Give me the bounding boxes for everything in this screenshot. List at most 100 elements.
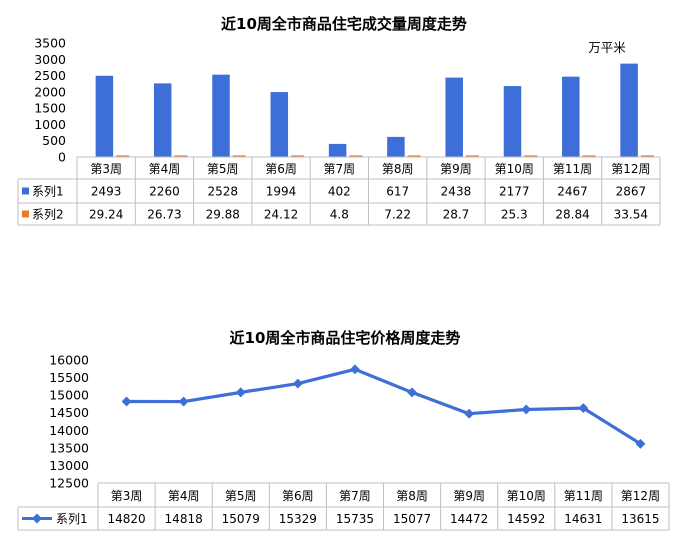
chart2-point-marker [121, 396, 132, 407]
chart1-bar-series2 [524, 155, 538, 157]
chart1-ytick-label: 3000 [34, 52, 66, 67]
chart1-data-label: 28.7 [443, 208, 470, 222]
chart2-series-line [126, 367, 642, 446]
chart2-data-label: 14820 [107, 512, 145, 526]
chart1-bar-series2 [407, 155, 421, 157]
chart1-bar-series2 [116, 155, 130, 157]
chart1-bar-series1 [212, 74, 230, 157]
chart2-point-marker [178, 396, 189, 407]
chart1-legend-label: 系列2 [32, 208, 64, 222]
chart1-data-label: 26.73 [147, 208, 181, 222]
chart2-category-label: 第5周 [225, 489, 257, 503]
chart1-data-label: 2438 [441, 185, 472, 199]
chart2-ytick-label: 12500 [49, 476, 89, 491]
chart1-category-label: 第6周 [265, 162, 297, 176]
chart2-category-label: 第6周 [282, 489, 314, 503]
chart2-data-label: 14818 [165, 512, 203, 526]
chart1-category-label: 第10周 [495, 162, 534, 176]
chart2-category-label: 第9周 [453, 489, 485, 503]
chart1-data-label: 25.3 [501, 208, 528, 222]
chart2-category-label: 第10周 [507, 489, 546, 503]
chart1-category-label: 第8周 [382, 162, 414, 176]
chart2-data-label: 15329 [279, 512, 317, 526]
chart2-point-marker [521, 404, 532, 415]
chart1-data-label: 2177 [499, 185, 530, 199]
chart2-data-label: 15077 [393, 512, 431, 526]
chart2-point-marker [578, 403, 589, 414]
chart1-data-label: 2260 [149, 185, 180, 199]
chart1-ytick-label: 2500 [34, 68, 66, 83]
chart1-title: 近10周全市商品住宅成交量周度走势 [221, 15, 467, 33]
chart2-category-label: 第12周 [621, 489, 660, 503]
chart2-ytick-label: 13500 [49, 440, 89, 455]
chart2-category-label: 第8周 [396, 489, 428, 503]
chart1-bar-series2 [232, 155, 246, 157]
chart1-data-label: 2867 [616, 185, 647, 199]
chart1-data-label: 2493 [91, 185, 122, 199]
chart2-data-label: 13615 [621, 512, 659, 526]
chart1-ytick-label: 2000 [34, 84, 66, 99]
chart1-bar-series1 [95, 75, 114, 157]
chart2-category-label: 第7周 [339, 489, 371, 503]
chart2-ytick-label: 15000 [49, 388, 89, 403]
chart1-bar-series1 [328, 143, 347, 157]
chart1-data-label: 33.54 [614, 208, 648, 222]
chart1-data-label: 24.12 [264, 208, 298, 222]
chart1-data-label: 1994 [266, 185, 297, 199]
chart2-data-label: 14472 [450, 512, 488, 526]
chart1-data-label: 28.84 [555, 208, 589, 222]
chart2-category-label: 第3周 [111, 489, 143, 503]
chart2-legend-label: 系列1 [56, 512, 88, 526]
chart2-legend-marker [32, 513, 42, 524]
chart1-data-label: 4.8 [330, 208, 349, 222]
chart1-bar-series1 [445, 77, 463, 157]
chart1-category-label: 第11周 [553, 162, 592, 176]
chart1-data-label: 7.22 [384, 208, 411, 222]
chart1-ytick-label: 1500 [34, 101, 66, 116]
chart2-ytick-label: 14500 [49, 405, 89, 420]
chart2-point-marker [292, 378, 303, 389]
chart1-data-label: 2467 [557, 185, 588, 199]
chart2-point-marker [350, 364, 360, 375]
chart2-plot: 12500 13000 13500 14000 14500 15000 15500 16000… [17, 353, 670, 531]
chart2-ytick-label: 13000 [49, 458, 89, 473]
chart1-legend-key [22, 187, 29, 195]
chart1-ytick-label: 0 [58, 150, 66, 165]
chart2-ytick-label: 15500 [49, 370, 89, 385]
chart1-data-label: 402 [328, 185, 351, 199]
chart1-data-label: 617 [386, 185, 409, 199]
chart1-bar-series1 [562, 76, 580, 157]
chart2-data-label: 15079 [222, 512, 260, 526]
chart2-category-label: 第11周 [564, 489, 603, 503]
chart1-bar-series1 [153, 83, 172, 157]
chart2-ytick-label: 16000 [49, 353, 89, 368]
chart1-bar-series2 [640, 155, 654, 157]
chart1-legend-key [22, 210, 29, 218]
chart2-title: 近10周全市商品住宅价格周度走势 [230, 329, 461, 347]
chart2-point-marker [464, 408, 475, 419]
chart2-data-label: 14631 [564, 512, 602, 526]
chart1-bar-series2 [465, 155, 479, 157]
chart2-point-marker [235, 387, 246, 398]
chart2-ytick-label: 14000 [49, 423, 89, 438]
chart1-unit-label: 万平米 [588, 40, 626, 55]
chart1-bar-series1 [620, 63, 638, 157]
chart2-point-marker [407, 387, 417, 398]
chart1-bar-series1 [270, 92, 289, 157]
chart1-category-label: 第3周 [90, 162, 122, 176]
chart2-point-marker [635, 438, 646, 449]
chart1-bar-series1 [387, 136, 405, 157]
chart2-category-label: 第4周 [168, 489, 200, 503]
chart1-data-label: 2528 [207, 185, 238, 199]
chart1-category-label: 第5周 [207, 162, 239, 176]
chart1-ytick-label: 1000 [34, 117, 66, 132]
chart1-ytick-label: 500 [42, 133, 66, 148]
chart1-bar-series2 [174, 155, 188, 157]
chart1-bar-series1 [503, 86, 522, 157]
chart1-category-label: 第7周 [324, 162, 356, 176]
chart1-category-label: 第12周 [611, 162, 650, 176]
chart1-ytick-label: 3500 [34, 36, 66, 51]
chart1-legend-label: 系列1 [32, 185, 64, 199]
chart1-category-label: 第4周 [149, 162, 181, 176]
